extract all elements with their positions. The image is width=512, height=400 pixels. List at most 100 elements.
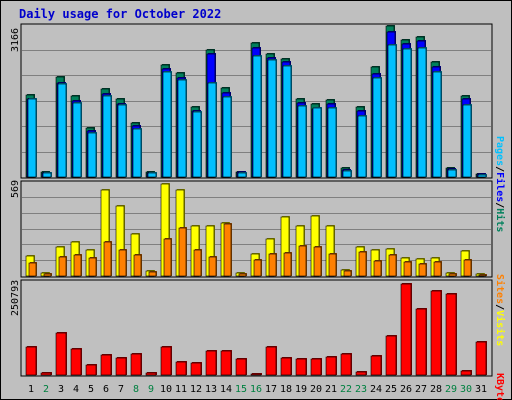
bar-pages-day-1 bbox=[27, 98, 37, 178]
day-label-11: 11 bbox=[175, 384, 187, 395]
bar-pages-day-19 bbox=[297, 105, 307, 178]
bar-pages-day-22 bbox=[342, 170, 352, 178]
legend-kbytes: KBytes bbox=[494, 373, 505, 400]
day-label-17: 17 bbox=[265, 384, 277, 395]
legend-visits-panel: Sites/Visits bbox=[494, 274, 506, 346]
bar-sites-day-31 bbox=[478, 274, 487, 277]
day-label-31: 31 bbox=[475, 384, 487, 395]
bar-kbytes-day-17 bbox=[265, 346, 277, 376]
bar-pages-day-13 bbox=[207, 82, 217, 178]
legend-sites: Sites bbox=[494, 274, 506, 304]
legend-kbytes-panel: KBytes bbox=[494, 373, 505, 400]
bar-sites-day-7 bbox=[118, 249, 127, 277]
day-label-28: 28 bbox=[430, 384, 442, 395]
day-labels: 1 2 3 4 5 6 7 8 9 10 11 12 13 14 15 16 17 18 19 20 21 22 23 24 2… bbox=[28, 384, 487, 395]
bar-pages-day-25 bbox=[387, 44, 397, 178]
max-label-hits: 3166 bbox=[10, 28, 21, 52]
bar-sites-day-19 bbox=[298, 245, 307, 277]
bar-kbytes-day-26 bbox=[400, 283, 412, 376]
bar-pages-day-3 bbox=[57, 83, 67, 178]
bar-kbytes-day-18 bbox=[280, 357, 292, 376]
bar-kbytes-day-20 bbox=[310, 358, 322, 376]
bar-pages-day-7 bbox=[117, 104, 127, 178]
day-label-26: 26 bbox=[400, 384, 412, 395]
bar-sites-day-13 bbox=[208, 256, 217, 277]
bar-kbytes-day-16 bbox=[250, 373, 262, 376]
day-label-4: 4 bbox=[73, 384, 79, 395]
bar-kbytes-day-10 bbox=[160, 346, 172, 376]
bar-kbytes-day-12 bbox=[190, 362, 202, 376]
bar-sites-day-27 bbox=[418, 263, 427, 277]
bar-kbytes-day-6 bbox=[100, 354, 112, 376]
bar-pages-day-24 bbox=[372, 77, 382, 178]
day-label-2: 2 bbox=[43, 384, 49, 395]
bar-kbytes-day-25 bbox=[385, 335, 397, 376]
bar-kbytes-day-29 bbox=[445, 293, 457, 376]
bar-pages-day-26 bbox=[402, 48, 412, 178]
bar-sites-day-15 bbox=[238, 273, 247, 277]
day-label-27: 27 bbox=[415, 384, 427, 395]
bar-sites-day-21 bbox=[328, 253, 337, 277]
bar-pages-day-18 bbox=[282, 65, 292, 178]
chart-title: Daily usage for October 2022 bbox=[19, 7, 222, 21]
day-label-6: 6 bbox=[103, 384, 109, 395]
bar-pages-day-23 bbox=[357, 115, 367, 178]
bar-sites-day-18 bbox=[283, 252, 292, 277]
bar-sites-day-29 bbox=[448, 273, 457, 277]
legend-visits: Visits bbox=[494, 310, 506, 346]
bar-sites-day-6 bbox=[103, 241, 112, 277]
bar-sites-day-16 bbox=[253, 259, 262, 277]
bar-kbytes-day-23 bbox=[355, 371, 367, 376]
bar-sites-day-14 bbox=[223, 223, 232, 277]
bar-sites-day-25 bbox=[388, 254, 397, 277]
bar-pages-day-2 bbox=[42, 172, 52, 178]
bar-sites-day-30 bbox=[463, 259, 472, 277]
day-label-8: 8 bbox=[133, 384, 139, 395]
bar-pages-day-31 bbox=[477, 174, 487, 178]
bar-sites-day-26 bbox=[403, 261, 412, 277]
bar-sites-day-10 bbox=[163, 238, 172, 277]
bar-kbytes-day-14 bbox=[220, 350, 232, 376]
bar-layer bbox=[25, 25, 487, 376]
day-label-20: 20 bbox=[310, 384, 322, 395]
bar-kbytes-day-15 bbox=[235, 358, 247, 376]
bar-kbytes-day-28 bbox=[430, 290, 442, 376]
bar-pages-day-6 bbox=[102, 95, 112, 178]
max-label-kbytes: 250793 bbox=[10, 280, 21, 316]
day-label-23: 23 bbox=[355, 384, 367, 395]
bar-sites-day-17 bbox=[268, 253, 277, 277]
bar-kbytes-day-2 bbox=[40, 372, 52, 376]
bar-pages-day-16 bbox=[252, 55, 262, 178]
bar-pages-day-12 bbox=[192, 111, 202, 178]
bar-pages-day-29 bbox=[447, 169, 457, 178]
bar-sites-day-28 bbox=[433, 261, 442, 277]
bar-kbytes-day-13 bbox=[205, 350, 217, 376]
bar-sites-day-12 bbox=[193, 249, 202, 277]
bar-pages-day-10 bbox=[162, 71, 172, 178]
bar-pages-day-20 bbox=[312, 107, 322, 178]
bar-kbytes-day-5 bbox=[85, 364, 97, 376]
day-label-5: 5 bbox=[88, 384, 94, 395]
day-label-7: 7 bbox=[118, 384, 124, 395]
day-label-19: 19 bbox=[295, 384, 307, 395]
bar-sites-day-2 bbox=[43, 273, 52, 277]
bar-sites-day-24 bbox=[373, 260, 382, 277]
bar-pages-day-8 bbox=[132, 128, 142, 178]
bar-pages-day-21 bbox=[327, 107, 337, 178]
day-label-18: 18 bbox=[280, 384, 292, 395]
day-label-21: 21 bbox=[325, 384, 337, 395]
bar-kbytes-day-9 bbox=[145, 372, 157, 376]
day-label-29: 29 bbox=[445, 384, 457, 395]
bar-pages-day-14 bbox=[222, 96, 232, 178]
day-label-9: 9 bbox=[148, 384, 154, 395]
day-label-10: 10 bbox=[160, 384, 172, 395]
bar-kbytes-day-4 bbox=[70, 348, 82, 376]
day-label-15: 15 bbox=[235, 384, 247, 395]
day-label-3: 3 bbox=[58, 384, 64, 395]
bar-pages-day-30 bbox=[462, 104, 472, 178]
bar-kbytes-day-7 bbox=[115, 357, 127, 376]
bar-pages-day-15 bbox=[237, 172, 247, 178]
day-label-12: 12 bbox=[190, 384, 202, 395]
bar-pages-day-17 bbox=[267, 59, 277, 178]
bar-kbytes-day-24 bbox=[370, 355, 382, 376]
